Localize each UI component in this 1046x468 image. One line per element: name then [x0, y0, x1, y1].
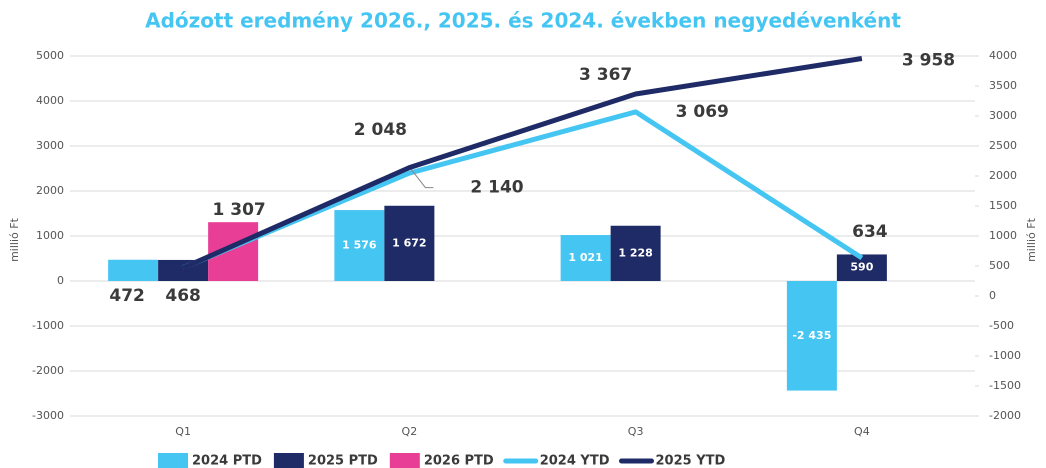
data-label: 1 672: [392, 236, 426, 249]
legend-label: 2024 PTD: [192, 454, 262, 468]
y2-tick-label: -500: [989, 319, 1014, 332]
legend-swatch: [273, 453, 304, 468]
y2-tick-label: -1500: [989, 379, 1021, 392]
y-tick-label: 5000: [36, 49, 64, 62]
chart-title: Adózott eredmény 2026., 2025. és 2024. é…: [145, 9, 901, 33]
legend-label: 2026 PTD: [424, 454, 494, 468]
leader-line: [410, 169, 434, 189]
data-label: 590: [850, 261, 873, 274]
data-label: 1 307: [213, 200, 266, 220]
data-label: 634: [852, 222, 888, 242]
line: [182, 56, 863, 271]
y2-tick-label: 3500: [989, 79, 1017, 92]
y-tick-label: 1000: [36, 229, 64, 242]
y2-tick-label: 2000: [989, 169, 1017, 182]
data-label: 2 140: [470, 178, 523, 198]
x-tick-label: Q3: [628, 425, 644, 438]
y2-tick-label: 500: [989, 259, 1010, 272]
bar: [384, 205, 435, 281]
y-axis-label: millió Ft: [8, 217, 21, 261]
x-tick-label: Q1: [175, 425, 191, 438]
bar: [158, 259, 209, 281]
y2-tick-label: 3000: [989, 109, 1017, 122]
data-label: 2 048: [354, 120, 407, 140]
data-label: 1 576: [342, 239, 377, 252]
data-label: 3 367: [579, 65, 632, 85]
data-label: 1 228: [618, 246, 652, 259]
y-tick-label: -3000: [32, 409, 64, 422]
bar: [786, 281, 837, 391]
data-label: 468: [165, 286, 201, 306]
legend-label: 2025 YTD: [656, 454, 726, 468]
y-tick-label: 4000: [36, 94, 64, 107]
legend-label: 2024 YTD: [540, 454, 610, 468]
data-label: 3 958: [902, 51, 955, 71]
y-tick-label: 0: [57, 274, 64, 287]
data-label: 3 069: [676, 102, 729, 122]
y-tick-label: -1000: [32, 319, 64, 332]
bar: [334, 210, 385, 281]
y2-tick-label: -1000: [989, 349, 1021, 362]
bar: [560, 235, 611, 281]
y2-axis-label: millió Ft: [1025, 217, 1038, 261]
legend-label: 2025 PTD: [308, 454, 378, 468]
bar: [610, 225, 661, 281]
legend-swatch: [158, 453, 188, 468]
y2-tick-label: 0: [989, 289, 996, 302]
legend-swatch: [389, 453, 420, 468]
y2-tick-label: 4000: [989, 49, 1017, 62]
bar: [108, 259, 159, 281]
y2-tick-label: -2000: [989, 409, 1021, 422]
data-label: 1 021: [568, 251, 602, 264]
bar: [836, 254, 887, 281]
y-tick-label: -2000: [32, 364, 64, 377]
y2-tick-label: 1000: [989, 229, 1017, 242]
y2-tick-label: 2500: [989, 139, 1017, 152]
y-tick-label: 3000: [36, 139, 64, 152]
x-tick-label: Q4: [854, 425, 870, 438]
y2-tick-label: 1500: [989, 199, 1017, 212]
x-tick-label: Q2: [402, 425, 418, 438]
data-label: -2 435: [792, 329, 831, 342]
data-label: 472: [109, 286, 145, 306]
y-tick-label: 2000: [36, 184, 64, 197]
